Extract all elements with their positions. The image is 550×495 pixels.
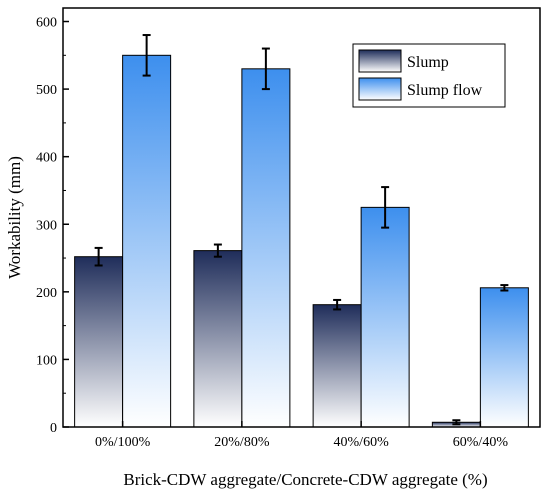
- y-tick-label: 100: [36, 353, 57, 368]
- legend-label-1: Slump flow: [407, 82, 483, 99]
- y-tick-label: 300: [36, 218, 57, 233]
- legend-label-0: Slump: [407, 54, 449, 71]
- bar-slump-2: [312, 304, 362, 428]
- x-tick-label: 60%/40%: [453, 435, 509, 450]
- plot-frame: [62, 7, 541, 428]
- error-bar-0-0: [94, 246, 103, 267]
- y-axis-title: Workability (mm): [5, 156, 24, 279]
- error-bar-0-3: [452, 419, 461, 426]
- x-tick-label: 0%/100%: [95, 435, 151, 450]
- y-tick-label: 600: [36, 16, 57, 31]
- error-bar-0-1: [213, 243, 222, 258]
- y-axis: 0 100 200 300 400 500 600: [36, 16, 69, 436]
- x-tick-label: 40%/60%: [334, 435, 390, 450]
- bar-slump-flow-0: [122, 54, 172, 428]
- legend-swatch-1: [358, 77, 402, 101]
- error-bar-1-2: [381, 186, 390, 229]
- error-bar-0-2: [333, 298, 342, 311]
- y-tick-label: 400: [36, 151, 57, 166]
- y-tick-label: 500: [36, 83, 57, 98]
- y-tick-label: 200: [36, 286, 57, 301]
- error-bar-1-3: [500, 284, 509, 292]
- bar-slump-1: [193, 250, 243, 428]
- bars-layer: [74, 54, 529, 428]
- legend: Slump Slump flow: [352, 43, 506, 108]
- bar-slump-flow-3: [479, 287, 529, 428]
- error-bar-1-0: [142, 34, 151, 77]
- x-tick-label: 20%/80%: [214, 435, 270, 450]
- bar-slump-flow-2: [360, 206, 410, 428]
- error-bars-layer: [94, 34, 509, 426]
- x-axis-title: Brick-CDW aggregate/Concrete-CDW aggrega…: [123, 470, 487, 489]
- x-axis: 0%/100% 20%/80% 40%/60% 60%/40%: [95, 421, 508, 450]
- error-bar-1-1: [261, 47, 270, 91]
- bar-slump-0: [74, 256, 124, 428]
- bar-slump-flow-1: [241, 68, 291, 428]
- y-tick-label: 0: [50, 421, 57, 436]
- legend-swatch-0: [358, 49, 402, 73]
